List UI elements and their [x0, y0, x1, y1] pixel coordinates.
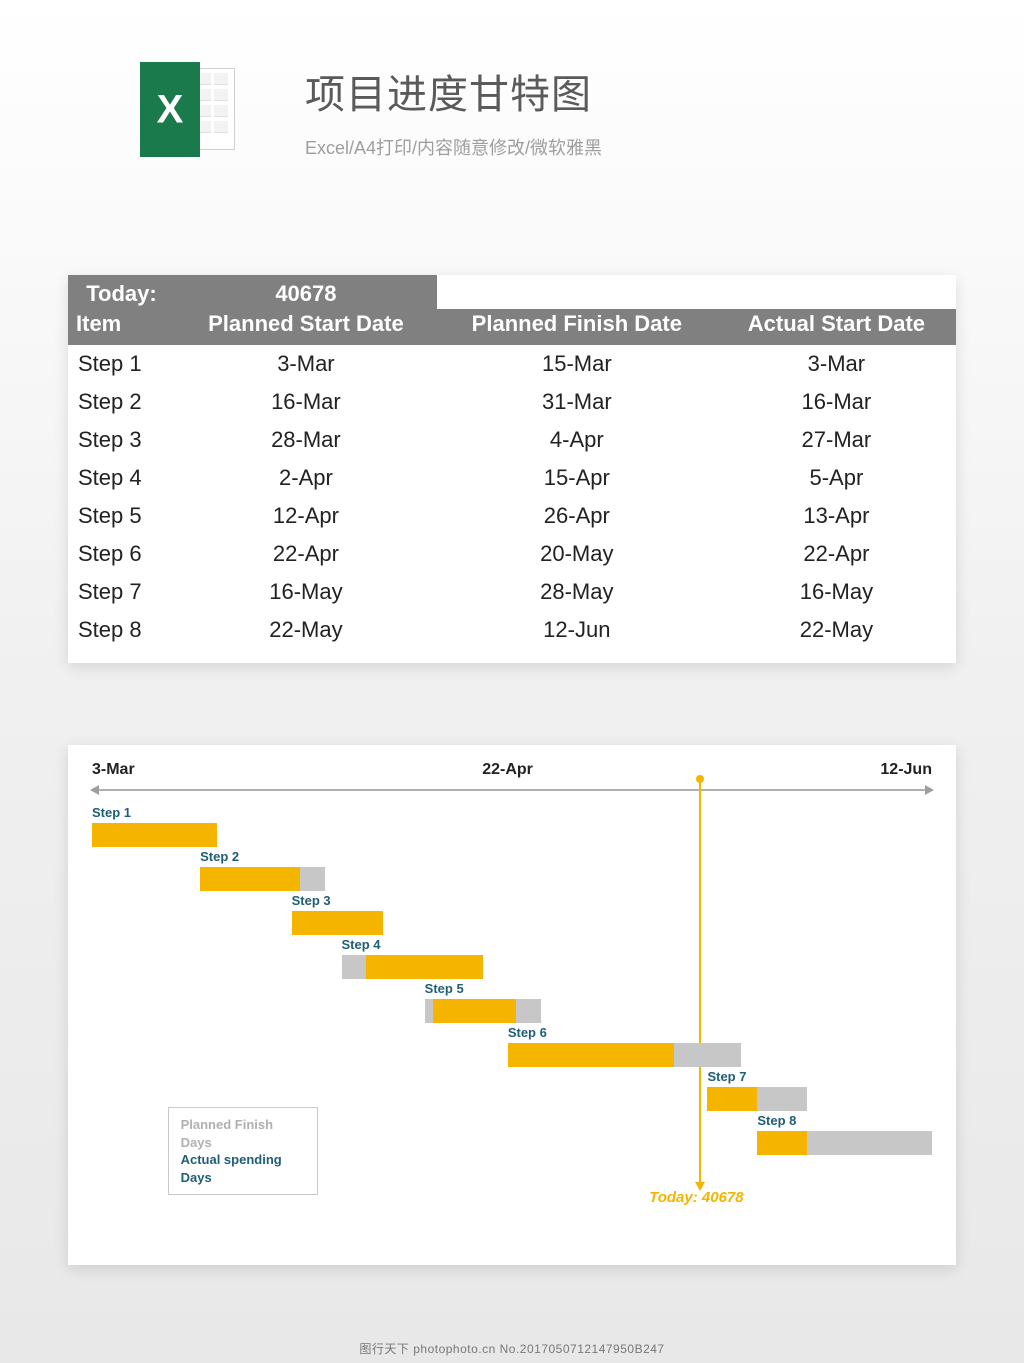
- table-cell: 22-May: [717, 611, 956, 649]
- table-cell: 16-Mar: [717, 383, 956, 421]
- gantt-today-label: Today: 40678: [649, 1189, 744, 1206]
- table-cell: Step 2: [68, 383, 175, 421]
- table-cell: 22-May: [175, 611, 437, 649]
- gantt-bar-actual: [707, 1087, 757, 1111]
- table-cell: 15-Mar: [437, 345, 717, 383]
- table-cell: 4-Apr: [437, 421, 717, 459]
- gantt-bar-actual: [366, 955, 482, 979]
- table-cell: 15-Apr: [437, 459, 717, 497]
- table-cell: Step 8: [68, 611, 175, 649]
- gantt-row-label: Step 5: [425, 981, 464, 996]
- table-cell: 22-Apr: [717, 535, 956, 573]
- table-cell: 12-Apr: [175, 497, 437, 535]
- gantt-axis-labels: 3-Mar 22-Apr 12-Jun: [88, 761, 936, 783]
- axis-arrow-left-icon: [90, 785, 99, 795]
- today-label: Today:: [68, 275, 175, 309]
- gantt-row: Step 1: [92, 807, 932, 851]
- table-header: Actual Start Date: [717, 309, 956, 345]
- gantt-row-label: Step 2: [200, 849, 239, 864]
- footer-text: 图行天下 photophoto.cn No.2017050712147950B2…: [0, 1340, 1024, 1357]
- gantt-row-label: Step 4: [342, 937, 381, 952]
- table-cell: Step 1: [68, 345, 175, 383]
- gantt-row-label: Step 8: [757, 1113, 796, 1128]
- table-cell: Step 3: [68, 421, 175, 459]
- gantt-row: Step 4: [92, 939, 932, 983]
- table-header: Planned Finish Date: [437, 309, 717, 345]
- gantt-row-label: Step 3: [292, 893, 331, 908]
- header: X 项目进度甘特图 Excel/A4打印/内容随意修改/微软雅黑: [140, 62, 602, 160]
- gantt-row: Step 8: [92, 1115, 932, 1159]
- axis-tick-label: 12-Jun: [880, 761, 932, 779]
- axis-tick-label: 3-Mar: [92, 761, 135, 779]
- table-row: Step 328-Mar4-Apr27-Mar: [68, 421, 956, 459]
- table-cell: 16-May: [175, 573, 437, 611]
- table-cell: Step 6: [68, 535, 175, 573]
- table-cell: Step 7: [68, 573, 175, 611]
- gantt-bar-actual: [200, 867, 300, 891]
- data-table: Today: 40678 ItemPlanned Start DatePlann…: [68, 275, 956, 649]
- axis-arrow-right-icon: [925, 785, 934, 795]
- table-cell: Step 5: [68, 497, 175, 535]
- gantt-bar-actual: [757, 1131, 807, 1155]
- table-row: Step 216-Mar31-Mar16-Mar: [68, 383, 956, 421]
- gantt-axis: [92, 783, 932, 797]
- table-cell: 16-Mar: [175, 383, 437, 421]
- table-cell: 13-Apr: [717, 497, 956, 535]
- title-block: 项目进度甘特图 Excel/A4打印/内容随意修改/微软雅黑: [305, 62, 602, 160]
- table-cell: 28-Mar: [175, 421, 437, 459]
- excel-icon-letter: X: [140, 87, 200, 132]
- page-title: 项目进度甘特图: [305, 62, 602, 120]
- table-cell: 31-Mar: [437, 383, 717, 421]
- table-cell: 20-May: [437, 535, 717, 573]
- table-cell: 22-Apr: [175, 535, 437, 573]
- table-cell: 26-Apr: [437, 497, 717, 535]
- table-row: Step 42-Apr15-Apr5-Apr: [68, 459, 956, 497]
- gantt-row-label: Step 1: [92, 805, 131, 820]
- gantt-chart-card: 3-Mar 22-Apr 12-Jun Today: 40678 Planned F…: [68, 745, 956, 1265]
- gantt-bar-actual: [433, 999, 516, 1023]
- gantt-bar-actual: [508, 1043, 674, 1067]
- gantt-row: Step 6: [92, 1027, 932, 1071]
- today-value: 40678: [175, 275, 437, 309]
- gantt-area: Today: 40678 Planned Finish Days Actual …: [92, 807, 932, 1207]
- table-row: Step 822-May12-Jun22-May: [68, 611, 956, 649]
- table-cell: 28-May: [437, 573, 717, 611]
- table-cell: 16-May: [717, 573, 956, 611]
- gantt-row: Step 7: [92, 1071, 932, 1115]
- table-cell: Step 4: [68, 459, 175, 497]
- gantt-row-label: Step 7: [707, 1069, 746, 1084]
- page-subtitle: Excel/A4打印/内容随意修改/微软雅黑: [305, 134, 602, 160]
- table-row: Step 512-Apr26-Apr13-Apr: [68, 497, 956, 535]
- table-row: Step 622-Apr20-May22-Apr: [68, 535, 956, 573]
- gantt-row-label: Step 6: [508, 1025, 547, 1040]
- gantt-bar-actual: [292, 911, 383, 935]
- table-cell: 27-Mar: [717, 421, 956, 459]
- table-header: Planned Start Date: [175, 309, 437, 345]
- table-cell: 2-Apr: [175, 459, 437, 497]
- excel-icon: X: [140, 62, 235, 157]
- data-table-card: Today: 40678 ItemPlanned Start DatePlann…: [68, 275, 956, 663]
- table-row: Step 13-Mar15-Mar3-Mar: [68, 345, 956, 383]
- gantt-bar-actual: [92, 823, 217, 847]
- gantt-row: Step 2: [92, 851, 932, 895]
- table-row: Step 716-May28-May16-May: [68, 573, 956, 611]
- gantt-row: Step 5: [92, 983, 932, 1027]
- table-cell: 3-Mar: [717, 345, 956, 383]
- table-header: Item: [68, 309, 175, 345]
- axis-tick-label: 22-Apr: [482, 761, 533, 779]
- table-cell: 12-Jun: [437, 611, 717, 649]
- table-cell: 3-Mar: [175, 345, 437, 383]
- table-cell: 5-Apr: [717, 459, 956, 497]
- gantt-row: Step 3: [92, 895, 932, 939]
